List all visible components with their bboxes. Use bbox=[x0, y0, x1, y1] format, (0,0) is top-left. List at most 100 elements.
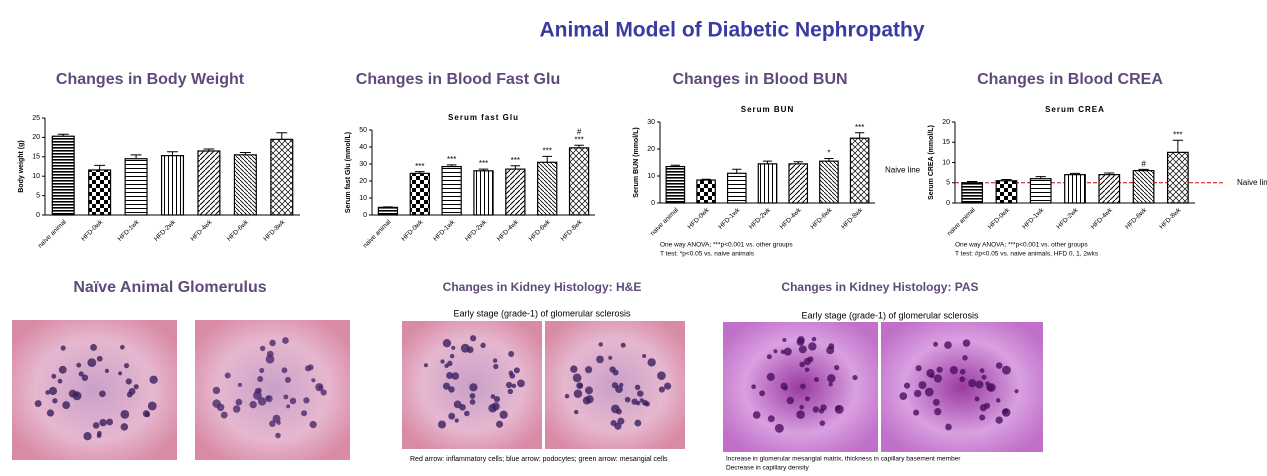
nucleus bbox=[995, 416, 1003, 424]
bar bbox=[377, 206, 399, 216]
nucleus bbox=[257, 397, 267, 406]
nucleus bbox=[212, 386, 221, 395]
x-tick-label: HFD-1wk bbox=[117, 218, 142, 243]
nucleus bbox=[499, 410, 508, 419]
bar bbox=[1132, 170, 1155, 204]
nucleus bbox=[237, 382, 242, 387]
bar bbox=[473, 170, 494, 216]
error-bar bbox=[701, 178, 711, 181]
nucleus bbox=[783, 386, 788, 391]
nucleus bbox=[446, 372, 454, 379]
nucleus bbox=[442, 382, 451, 390]
nucleus bbox=[637, 390, 644, 397]
nucleus bbox=[451, 372, 460, 380]
nucleus bbox=[451, 345, 456, 350]
y-tick-label: 20 bbox=[942, 119, 950, 126]
reference-label: Naive line bbox=[1237, 178, 1267, 187]
error-bar bbox=[542, 155, 552, 163]
nucleus bbox=[962, 339, 971, 347]
bar bbox=[568, 147, 590, 216]
nucleus bbox=[800, 383, 806, 390]
x-tick-label: naive animal bbox=[362, 218, 393, 249]
significance: # *** bbox=[574, 127, 583, 144]
note: Decrease in capillary density bbox=[726, 465, 809, 472]
nucleus bbox=[766, 372, 775, 381]
nucleus bbox=[224, 372, 231, 379]
nucleus bbox=[610, 404, 620, 414]
nucleus bbox=[303, 397, 310, 404]
nucleus bbox=[68, 389, 77, 398]
x-tick-label: naïve animal bbox=[37, 218, 68, 249]
y-axis-label: Serum BUN (mmol/L) bbox=[633, 127, 640, 197]
nucleus bbox=[447, 360, 453, 367]
footnote: T test: #p<0.05 vs. naive animals, HFD 0… bbox=[955, 251, 1099, 258]
bar bbox=[233, 154, 257, 216]
nucleus bbox=[493, 363, 499, 370]
micrograph bbox=[12, 320, 177, 460]
nucleus bbox=[834, 404, 844, 414]
nucleus bbox=[46, 409, 55, 417]
nucleus bbox=[448, 412, 456, 420]
y-tick-label: 20 bbox=[359, 178, 367, 185]
error-bar bbox=[57, 133, 69, 137]
nucleus bbox=[265, 354, 275, 364]
bar bbox=[505, 168, 526, 216]
nucleus bbox=[620, 342, 626, 348]
x-tick-label: HFD-6wk bbox=[226, 218, 251, 243]
nucleus bbox=[149, 375, 158, 384]
nucleus bbox=[774, 423, 784, 433]
x-tick-label: naive animal bbox=[946, 206, 977, 237]
caption: Early stage (grade-1) of glomerular scle… bbox=[801, 310, 979, 320]
bar bbox=[160, 155, 185, 216]
nucleus bbox=[90, 344, 97, 351]
nucleus bbox=[596, 355, 604, 364]
error-bar bbox=[167, 151, 178, 156]
nucleus bbox=[564, 393, 570, 399]
y-tick-label: 15 bbox=[942, 139, 950, 146]
histology: Naïve Animal Glomerulus Changes in Kidne… bbox=[12, 279, 1043, 472]
error-bar bbox=[130, 154, 142, 159]
nucleus bbox=[60, 345, 66, 351]
nucleus bbox=[442, 339, 452, 348]
nucleus bbox=[490, 394, 496, 399]
nucleus bbox=[220, 411, 228, 419]
nucleus bbox=[780, 349, 785, 355]
nucleus bbox=[83, 432, 92, 441]
error-bar bbox=[670, 164, 680, 167]
y-tick-label: 10 bbox=[647, 173, 655, 180]
nucleus bbox=[216, 403, 225, 412]
nucleus bbox=[99, 418, 107, 427]
section-title: Changes in Kidney Histology: PAS bbox=[781, 280, 978, 294]
nucleus bbox=[301, 410, 308, 417]
bar bbox=[537, 161, 558, 216]
y-tick-label: 10 bbox=[359, 195, 367, 202]
nucleus bbox=[459, 404, 466, 411]
x-tick-label: HFD-4wk bbox=[779, 206, 804, 231]
x-tick-label: HFD-1wk bbox=[1021, 206, 1046, 231]
error-bar bbox=[239, 152, 251, 155]
chart-title: Changes in Blood BUN bbox=[672, 71, 847, 88]
nucleus bbox=[979, 414, 986, 421]
nucleus bbox=[985, 381, 990, 386]
nucleus bbox=[118, 371, 123, 376]
nucleus bbox=[615, 385, 623, 393]
nucleus bbox=[307, 364, 314, 371]
nucleus bbox=[598, 342, 603, 347]
x-tick-label: HFD-8wk bbox=[1158, 206, 1183, 231]
nucleus bbox=[283, 394, 289, 400]
nucleus bbox=[995, 398, 1001, 403]
nucleus bbox=[511, 383, 517, 389]
nucleus bbox=[570, 365, 578, 373]
nucleus bbox=[975, 380, 984, 389]
significance: *** bbox=[479, 159, 488, 168]
x-tick-label: HFD-8wk bbox=[262, 218, 287, 243]
significance: *** bbox=[511, 156, 520, 165]
nucleus bbox=[259, 367, 265, 373]
nucleus bbox=[612, 369, 619, 376]
error-bar bbox=[824, 157, 834, 162]
y-tick-label: 0 bbox=[36, 212, 40, 219]
nucleus bbox=[449, 353, 455, 359]
nucleus bbox=[617, 417, 625, 425]
nucleus bbox=[974, 396, 980, 402]
nucleus bbox=[51, 373, 57, 379]
